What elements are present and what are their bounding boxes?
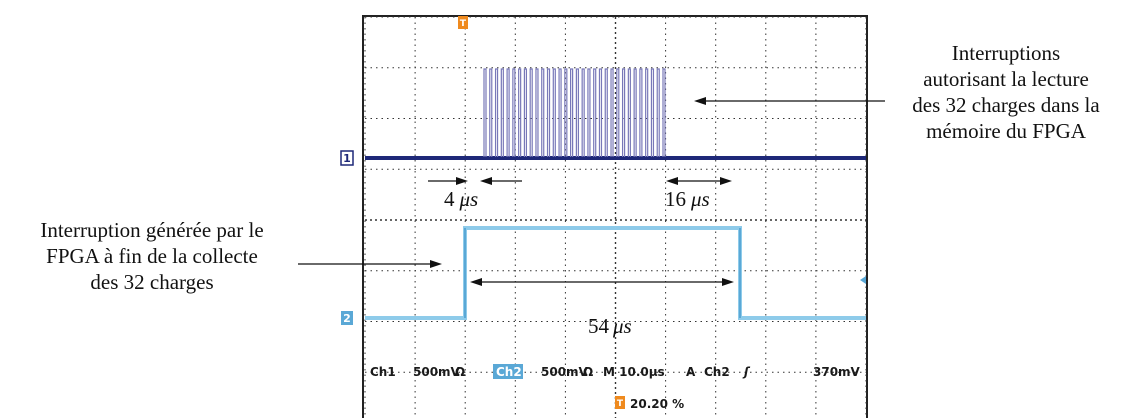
ch1-pulse [535,68,539,157]
duration-16us-label: 16 μs [665,187,710,211]
ch1-marker: 1 [340,150,354,166]
ch1-pulse [564,68,568,157]
ch1-pulse [523,68,528,157]
annotation-interruptions-line: des 32 charges dans la [912,93,1100,117]
ch1-pulse [541,68,545,157]
ch1-pulse [633,68,637,157]
ch1-pulse [650,68,655,157]
ch1-pulse [500,68,504,157]
trigger-position-value: 20.20 % [630,397,684,411]
duration-4us-label: 4 μs [444,187,478,211]
ch1-pulse [558,68,562,157]
ch1-pulse [598,68,603,157]
ch1-pulse [627,68,631,157]
duration-54us-label: 54 μs [588,314,632,338]
ch1-pulse [610,68,614,157]
ch1-pulse [546,68,551,157]
ch1-interrupt-pulses [483,68,666,157]
ch1-pulse [593,68,597,157]
duration-4us-arrows [428,177,522,185]
timebase: M 10.0μs [603,365,665,379]
annotation-collecte-line: des 32 charges [90,270,214,294]
ch2-label: Ch2 [496,365,522,379]
ch1-pulse [581,68,585,157]
trigger-position-icon [615,396,625,409]
duration-54us-arrows [470,278,734,286]
trigger-level: 370mV [813,365,861,379]
ch1-pulse [570,68,574,157]
ch1-scale: 500mV [413,365,461,379]
ch1-pulse [616,68,620,157]
ch1-pulse [552,68,556,157]
ch1-pulse [587,68,591,157]
ch1-pulse [529,68,533,157]
ch1-pulse [489,68,493,157]
ch1-pulse [621,68,626,157]
ch2-ohm-icon: Ω [583,365,593,379]
pointer-arrowhead-collecte [430,260,442,268]
trigger-marker-label: T [460,19,467,29]
annotation-interruptions-line: autorisant la lecture [923,67,1089,91]
pointer-arrowhead-interruptions [694,97,706,105]
ch1-pulse [656,68,660,157]
trigger-mode: A [686,365,696,379]
duration-16us-arrows [666,177,732,185]
annotation-interruptions: Interruptions autorisant la lecture des … [886,40,1126,144]
ch2-label-background [493,364,523,379]
ch1-label: Ch1 [370,365,396,379]
annotation-collecte-line: Interruption générée par le [40,218,264,242]
ch1-pulse [604,68,608,157]
annotation-collecte-line: FPGA à fin de la collecte [46,244,258,268]
ch1-pulse [512,68,516,157]
ch1-pulse [639,68,643,157]
ch1-pulse [575,68,579,157]
trigger-position-icon-label: T [617,399,624,409]
trigger-slope-icon: ʃ [742,365,751,379]
ch1-pulse [483,68,487,157]
scope-grid [364,16,867,418]
ch1-marker-label: 1 [343,152,351,165]
annotation-collecte: Interruption générée par le FPGA à fin d… [4,217,300,295]
annotation-interruptions-line: Interruptions [951,41,1061,65]
ch1-pulse [645,68,649,157]
ch2-marker-label: 2 [343,312,351,325]
trigger-source: Ch2 [704,365,730,379]
trigger-position-marker: T [458,16,468,29]
ch1-pulse [506,68,510,157]
ch1-ohm-icon: Ω [455,365,465,379]
ch1-pulse [662,68,666,157]
ch1-pulse [518,68,522,157]
ch2-interrupt-trace [365,226,866,320]
trigger-level-arrow [860,276,866,284]
annotation-interruptions-line: mémoire du FPGA [926,119,1086,143]
ch2-scale: 500mV [541,365,589,379]
ch1-pulse [494,68,499,157]
ch2-marker: 2 [341,311,353,325]
